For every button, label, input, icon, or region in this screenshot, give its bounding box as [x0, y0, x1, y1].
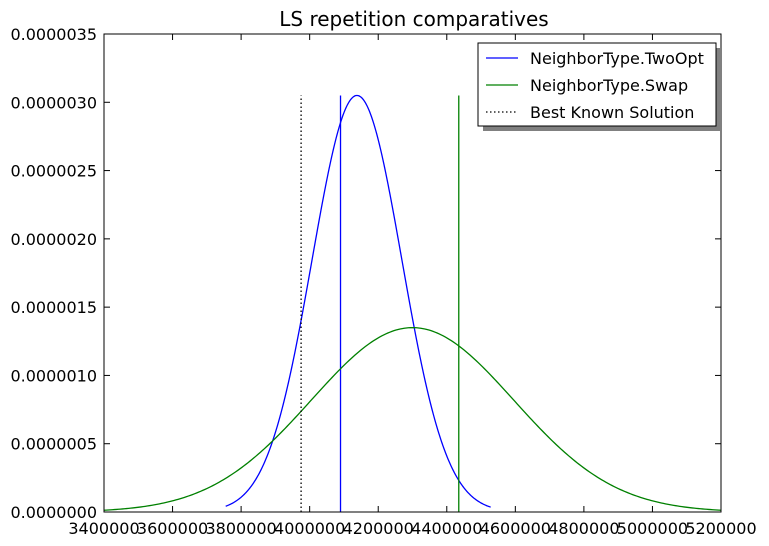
x-tick-label: 5000000: [617, 519, 688, 538]
series-line-neighbortype-swap: [103, 326, 722, 511]
x-tick-label: 5200000: [685, 519, 756, 538]
series-line-neighbortype-twoopt: [225, 94, 491, 508]
x-tick-label: 4800000: [548, 519, 619, 538]
y-tick-label: 0.0000025: [10, 162, 97, 181]
x-tick-label: 4600000: [480, 519, 551, 538]
x-tick-label: 4200000: [343, 519, 414, 538]
plot-frame: [103, 33, 722, 513]
y-tick-label: 0.0000005: [10, 435, 97, 454]
y-tick-label: 0.0000015: [10, 298, 97, 317]
chart-title: LS repetition comparatives: [279, 7, 548, 31]
axes-layer: 3400000360000038000004000000420000044000…: [10, 25, 756, 538]
y-tick-label: 0.0000020: [10, 230, 97, 249]
y-tick-label: 0.0000000: [10, 503, 97, 522]
legend-label-neighbortype-twoopt: NeighborType.TwoOpt: [530, 49, 704, 68]
legend: NeighborType.TwoOpt NeighborType.Swap Best…: [477, 42, 721, 131]
series-layer: [103, 94, 722, 512]
y-tick-label: 0.0000030: [10, 93, 97, 112]
y-tick-label: 0.0000035: [10, 25, 97, 44]
legend-label-neighbortype-swap: NeighborType.Swap: [530, 76, 688, 95]
x-tick-label: 3400000: [68, 519, 139, 538]
x-tick-label: 4000000: [274, 519, 345, 538]
legend-label-best-known-solution: Best Known Solution: [530, 103, 694, 122]
x-tick-label: 3600000: [137, 519, 208, 538]
y-tick-label: 0.0000010: [10, 366, 97, 385]
x-tick-label: 3800000: [205, 519, 276, 538]
x-tick-label: 4400000: [411, 519, 482, 538]
